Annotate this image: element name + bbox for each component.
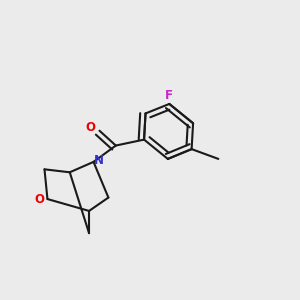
- Text: N: N: [94, 154, 104, 167]
- Text: O: O: [85, 121, 96, 134]
- Text: F: F: [165, 88, 173, 101]
- Text: O: O: [34, 193, 44, 206]
